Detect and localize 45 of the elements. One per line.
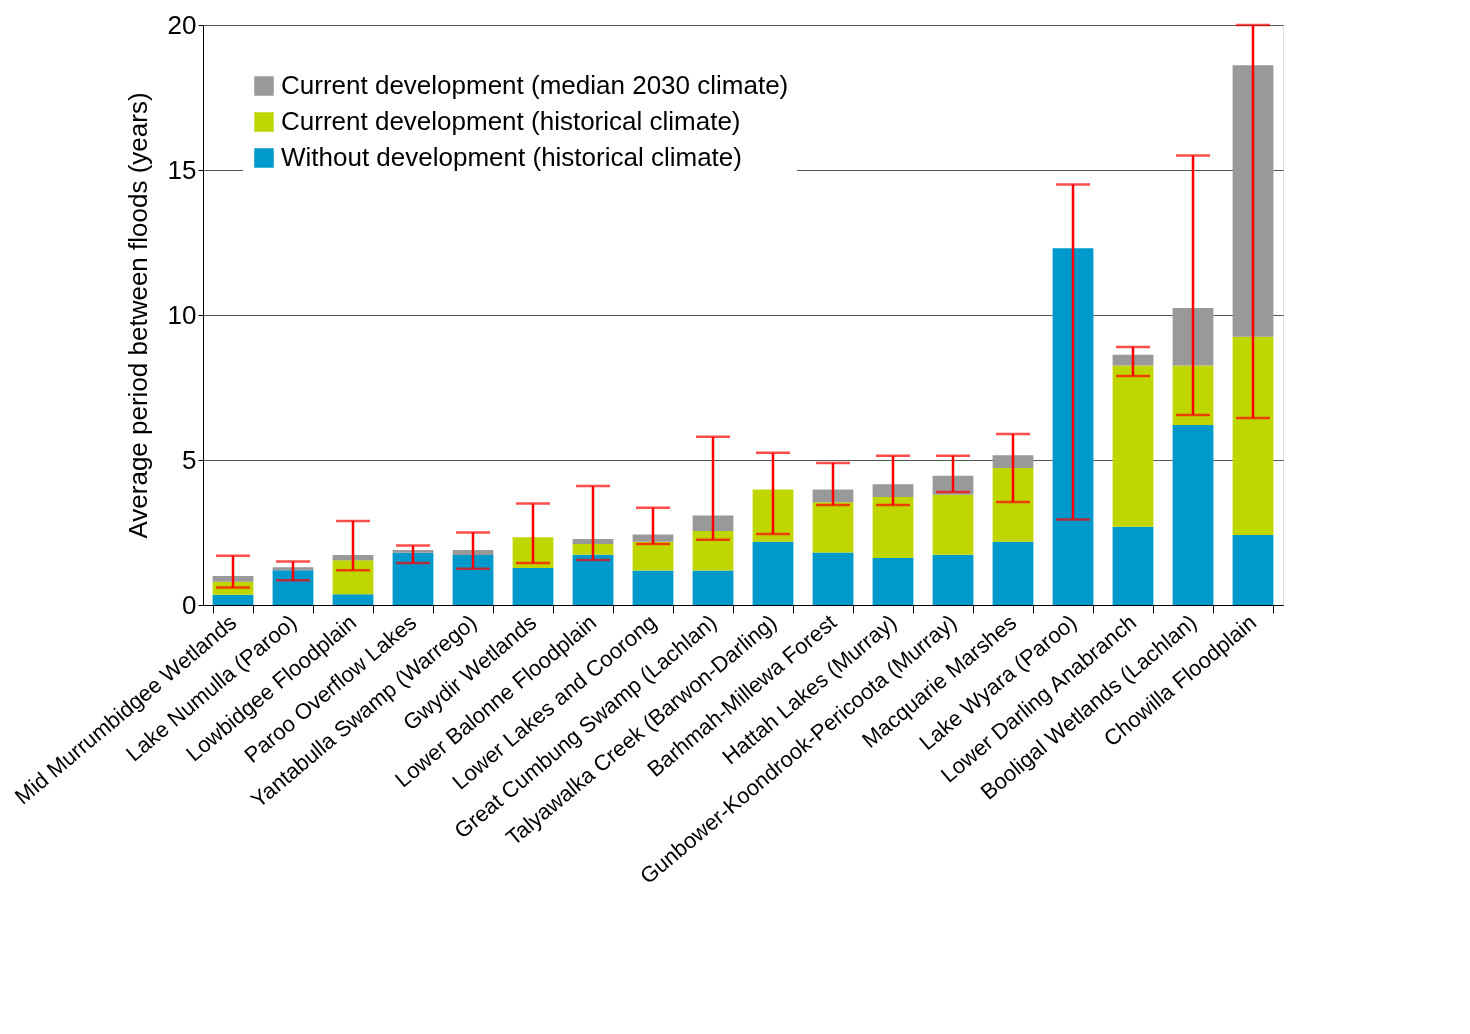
bar — [872, 558, 914, 605]
bar — [1172, 365, 1214, 425]
bar — [692, 570, 734, 605]
bar — [1232, 535, 1274, 605]
bar — [392, 552, 434, 605]
bar — [212, 594, 254, 605]
bar — [212, 576, 254, 582]
bar — [992, 468, 1034, 542]
legend-label: Current development (median 2030 climate) — [281, 70, 789, 100]
y-tick-label: 20 — [167, 9, 197, 40]
bar — [1052, 248, 1094, 605]
bar — [1172, 424, 1214, 605]
legend-label: Without development (historical climate) — [281, 142, 742, 172]
bar — [992, 541, 1034, 605]
bar — [932, 554, 974, 605]
legend-label: Current development (historical climate) — [281, 106, 741, 136]
bar — [1112, 526, 1154, 605]
bar — [272, 567, 314, 571]
bar — [812, 502, 854, 553]
bar — [1232, 65, 1274, 337]
y-tick-label: 0 — [182, 589, 197, 620]
bar — [632, 570, 674, 605]
bar — [572, 544, 614, 555]
bar — [992, 455, 1034, 469]
bar — [632, 541, 674, 571]
bar — [512, 537, 554, 568]
bar — [572, 554, 614, 605]
bar — [872, 484, 914, 498]
bar — [692, 531, 734, 571]
bar — [752, 541, 794, 605]
y-tick-label: 15 — [167, 154, 197, 185]
bar — [1172, 308, 1214, 366]
bar — [812, 552, 854, 605]
bar — [272, 570, 314, 605]
bar — [1232, 336, 1274, 536]
bar — [332, 594, 374, 605]
bar — [692, 515, 734, 532]
bar — [752, 489, 794, 542]
bar — [452, 555, 494, 605]
bar — [1112, 365, 1154, 527]
y-axis-title: Average period between floods (years) — [122, 92, 153, 539]
bar — [332, 560, 374, 595]
bar — [872, 497, 914, 559]
y-tick-label: 10 — [167, 299, 197, 330]
y-tick-label: 5 — [182, 444, 197, 475]
